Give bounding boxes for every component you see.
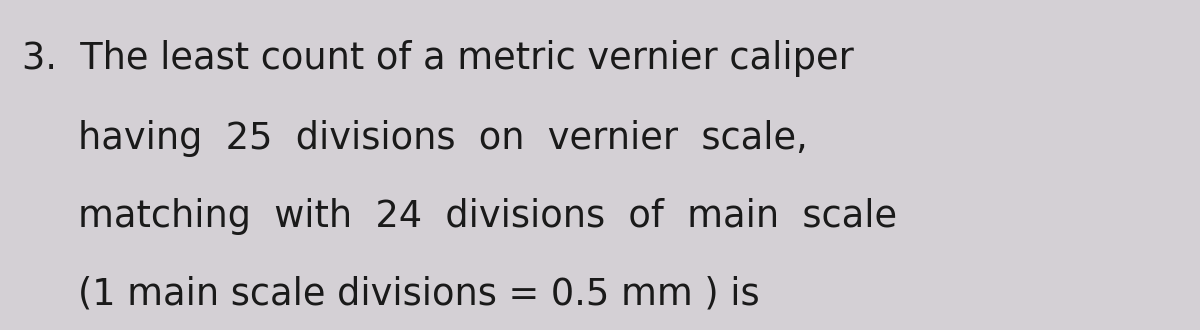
Text: 3.  The least count of a metric vernier caliper: 3. The least count of a metric vernier c… (22, 40, 853, 77)
Text: matching  with  24  divisions  of  main  scale: matching with 24 divisions of main scale (78, 198, 898, 235)
Text: (1 main scale divisions = 0.5 mm ) is: (1 main scale divisions = 0.5 mm ) is (78, 276, 760, 313)
Text: having  25  divisions  on  vernier  scale,: having 25 divisions on vernier scale, (78, 120, 808, 157)
